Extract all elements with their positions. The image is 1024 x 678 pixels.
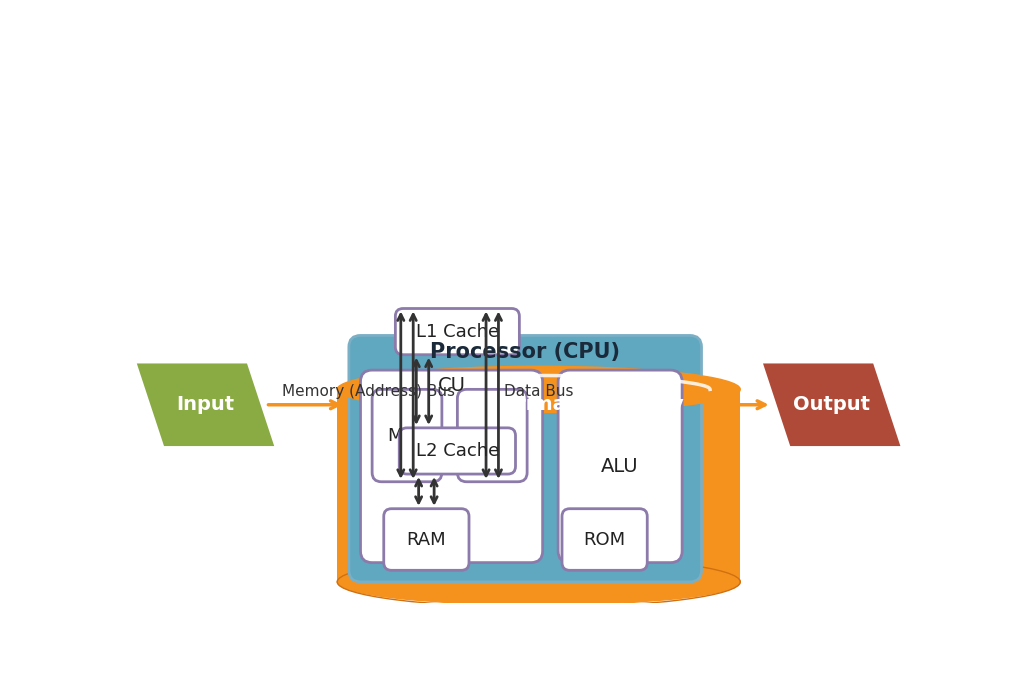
FancyBboxPatch shape <box>458 389 527 482</box>
Text: L2 Cache: L2 Cache <box>416 442 499 460</box>
Text: Memory (Address) Bus: Memory (Address) Bus <box>282 384 455 399</box>
Text: ALU: ALU <box>601 457 639 476</box>
Text: MAR: MAR <box>387 426 427 445</box>
Ellipse shape <box>337 366 740 412</box>
Ellipse shape <box>337 559 740 605</box>
Polygon shape <box>135 363 275 447</box>
Text: Primary Memory: Primary Memory <box>502 395 684 414</box>
FancyBboxPatch shape <box>558 370 682 563</box>
Text: Input: Input <box>176 395 234 414</box>
Text: ROM: ROM <box>584 530 626 549</box>
Text: CU: CU <box>437 376 466 395</box>
FancyBboxPatch shape <box>372 389 442 482</box>
FancyBboxPatch shape <box>395 308 519 355</box>
Text: MDR: MDR <box>471 426 513 445</box>
FancyBboxPatch shape <box>349 336 701 582</box>
Text: Data Bus: Data Bus <box>504 384 573 399</box>
Text: L1 Cache: L1 Cache <box>416 323 499 340</box>
FancyBboxPatch shape <box>399 428 515 474</box>
Bar <box>337 389 740 582</box>
FancyBboxPatch shape <box>562 508 647 570</box>
Text: RAM: RAM <box>407 530 446 549</box>
FancyBboxPatch shape <box>384 508 469 570</box>
Text: Output: Output <box>794 395 870 414</box>
FancyBboxPatch shape <box>360 370 543 563</box>
Text: Processor (CPU): Processor (CPU) <box>430 342 621 363</box>
Polygon shape <box>762 363 902 447</box>
